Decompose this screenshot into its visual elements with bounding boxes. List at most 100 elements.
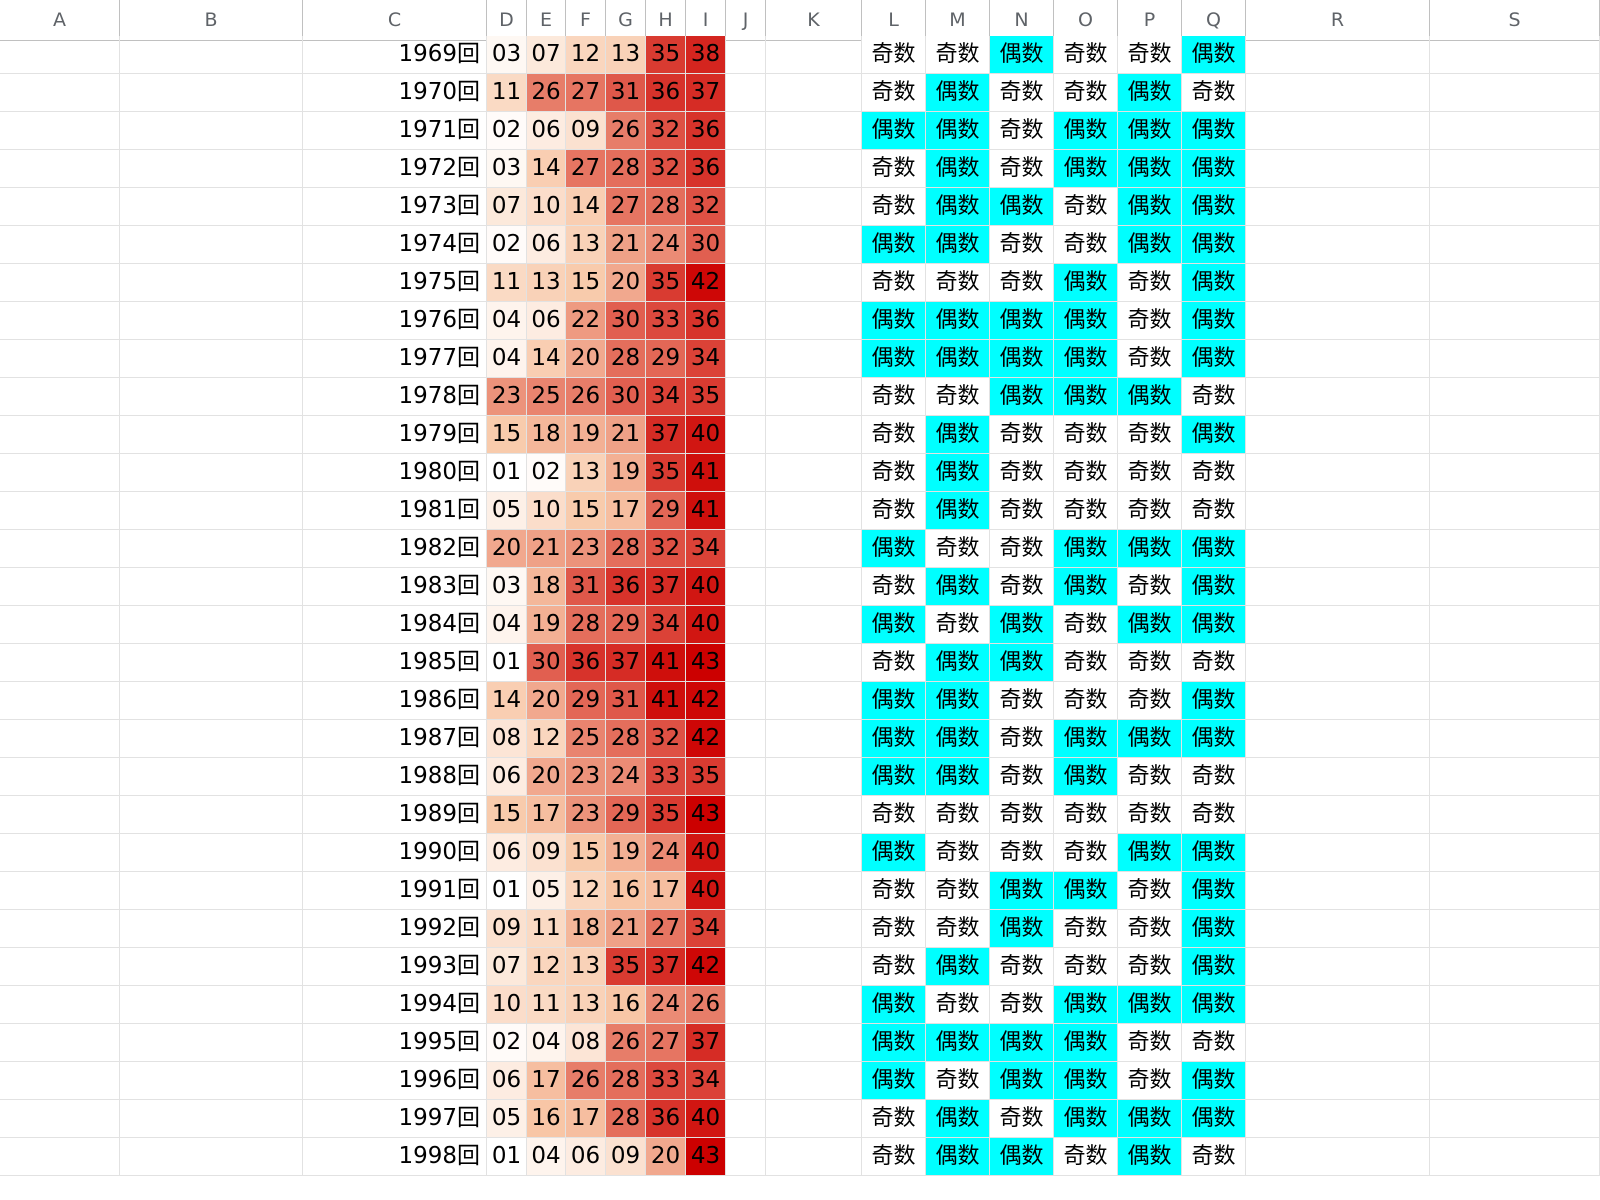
parity-cell-even[interactable]: 偶数 bbox=[1118, 720, 1182, 758]
cell-empty[interactable] bbox=[1430, 112, 1600, 150]
parity-cell-even[interactable]: 偶数 bbox=[1182, 264, 1246, 302]
parity-cell-even[interactable]: 偶数 bbox=[1182, 834, 1246, 872]
cell-empty[interactable] bbox=[766, 796, 862, 834]
cell-empty[interactable] bbox=[0, 1100, 120, 1138]
cell-empty[interactable] bbox=[1430, 796, 1600, 834]
parity-cell-odd[interactable]: 奇数 bbox=[1118, 302, 1182, 340]
number-cell[interactable]: 09 bbox=[487, 910, 527, 948]
cell-empty[interactable] bbox=[0, 872, 120, 910]
cell-empty[interactable] bbox=[1246, 74, 1430, 112]
number-cell[interactable]: 02 bbox=[487, 112, 527, 150]
parity-cell-odd[interactable]: 奇数 bbox=[862, 872, 926, 910]
number-cell[interactable]: 28 bbox=[606, 150, 646, 188]
number-cell[interactable]: 40 bbox=[686, 606, 726, 644]
cell-empty[interactable] bbox=[726, 74, 766, 112]
parity-cell-even[interactable]: 偶数 bbox=[1182, 36, 1246, 74]
round-cell[interactable]: 1981回 bbox=[303, 492, 487, 530]
cell-empty[interactable] bbox=[1430, 302, 1600, 340]
cell-empty[interactable] bbox=[1246, 1100, 1430, 1138]
cell-empty[interactable] bbox=[120, 112, 303, 150]
parity-cell-even[interactable]: 偶数 bbox=[862, 1062, 926, 1100]
parity-cell-odd[interactable]: 奇数 bbox=[990, 454, 1054, 492]
number-cell[interactable]: 34 bbox=[686, 530, 726, 568]
cell-empty[interactable] bbox=[726, 112, 766, 150]
number-cell[interactable]: 41 bbox=[646, 644, 686, 682]
column-header-s[interactable]: S bbox=[1430, 0, 1600, 41]
parity-cell-even[interactable]: 偶数 bbox=[990, 910, 1054, 948]
cell-empty[interactable] bbox=[120, 226, 303, 264]
number-cell[interactable]: 26 bbox=[606, 112, 646, 150]
cell-empty[interactable] bbox=[120, 416, 303, 454]
parity-cell-even[interactable]: 偶数 bbox=[1182, 226, 1246, 264]
parity-cell-even[interactable]: 偶数 bbox=[926, 644, 990, 682]
cell-empty[interactable] bbox=[120, 530, 303, 568]
parity-cell-even[interactable]: 偶数 bbox=[1054, 568, 1118, 606]
cell-empty[interactable] bbox=[1430, 1024, 1600, 1062]
number-cell[interactable]: 36 bbox=[686, 302, 726, 340]
parity-cell-even[interactable]: 偶数 bbox=[1054, 378, 1118, 416]
number-cell[interactable]: 29 bbox=[646, 492, 686, 530]
number-cell[interactable]: 14 bbox=[527, 340, 566, 378]
cell-empty[interactable] bbox=[1246, 530, 1430, 568]
cell-empty[interactable] bbox=[1430, 264, 1600, 302]
parity-cell-odd[interactable]: 奇数 bbox=[1118, 36, 1182, 74]
parity-cell-even[interactable]: 偶数 bbox=[990, 606, 1054, 644]
number-cell[interactable]: 16 bbox=[606, 986, 646, 1024]
number-cell[interactable]: 35 bbox=[686, 758, 726, 796]
round-cell[interactable]: 1976回 bbox=[303, 302, 487, 340]
parity-cell-even[interactable]: 偶数 bbox=[1182, 606, 1246, 644]
cell-empty[interactable] bbox=[1246, 834, 1430, 872]
parity-cell-even[interactable]: 偶数 bbox=[862, 226, 926, 264]
parity-cell-odd[interactable]: 奇数 bbox=[926, 530, 990, 568]
parity-cell-even[interactable]: 偶数 bbox=[990, 1138, 1054, 1176]
parity-cell-odd[interactable]: 奇数 bbox=[862, 416, 926, 454]
number-cell[interactable]: 27 bbox=[646, 1024, 686, 1062]
number-cell[interactable]: 18 bbox=[566, 910, 606, 948]
number-cell[interactable]: 28 bbox=[606, 340, 646, 378]
number-cell[interactable]: 34 bbox=[686, 1062, 726, 1100]
parity-cell-even[interactable]: 偶数 bbox=[1182, 986, 1246, 1024]
number-cell[interactable]: 04 bbox=[527, 1024, 566, 1062]
cell-empty[interactable] bbox=[1246, 492, 1430, 530]
number-cell[interactable]: 27 bbox=[606, 188, 646, 226]
cell-empty[interactable] bbox=[0, 834, 120, 872]
number-cell[interactable]: 20 bbox=[487, 530, 527, 568]
parity-cell-even[interactable]: 偶数 bbox=[1182, 1062, 1246, 1100]
round-cell[interactable]: 1977回 bbox=[303, 340, 487, 378]
parity-cell-even[interactable]: 偶数 bbox=[1054, 872, 1118, 910]
cell-empty[interactable] bbox=[1430, 150, 1600, 188]
parity-cell-odd[interactable]: 奇数 bbox=[1118, 1024, 1182, 1062]
parity-cell-even[interactable]: 偶数 bbox=[1182, 416, 1246, 454]
parity-cell-even[interactable]: 偶数 bbox=[926, 758, 990, 796]
parity-cell-odd[interactable]: 奇数 bbox=[990, 492, 1054, 530]
round-cell[interactable]: 1982回 bbox=[303, 530, 487, 568]
number-cell[interactable]: 36 bbox=[646, 74, 686, 112]
cell-empty[interactable] bbox=[726, 1024, 766, 1062]
cell-empty[interactable] bbox=[766, 492, 862, 530]
cell-empty[interactable] bbox=[120, 568, 303, 606]
parity-cell-even[interactable]: 偶数 bbox=[1118, 74, 1182, 112]
cell-empty[interactable] bbox=[120, 188, 303, 226]
cell-empty[interactable] bbox=[0, 416, 120, 454]
parity-cell-even[interactable]: 偶数 bbox=[926, 720, 990, 758]
parity-cell-even[interactable]: 偶数 bbox=[990, 302, 1054, 340]
round-cell[interactable]: 1970回 bbox=[303, 74, 487, 112]
cell-empty[interactable] bbox=[1430, 226, 1600, 264]
round-cell[interactable]: 1995回 bbox=[303, 1024, 487, 1062]
number-cell[interactable]: 20 bbox=[606, 264, 646, 302]
column-header-r[interactable]: R bbox=[1246, 0, 1430, 41]
number-cell[interactable]: 28 bbox=[606, 720, 646, 758]
round-cell[interactable]: 1985回 bbox=[303, 644, 487, 682]
column-header-a[interactable]: A bbox=[0, 0, 120, 41]
number-cell[interactable]: 13 bbox=[566, 986, 606, 1024]
cell-empty[interactable] bbox=[0, 340, 120, 378]
cell-empty[interactable] bbox=[120, 720, 303, 758]
cell-empty[interactable] bbox=[1246, 720, 1430, 758]
number-cell[interactable]: 30 bbox=[606, 378, 646, 416]
number-cell[interactable]: 32 bbox=[646, 150, 686, 188]
number-cell[interactable]: 33 bbox=[646, 758, 686, 796]
number-cell[interactable]: 33 bbox=[646, 1062, 686, 1100]
number-cell[interactable]: 38 bbox=[686, 36, 726, 74]
parity-cell-even[interactable]: 偶数 bbox=[1118, 226, 1182, 264]
parity-cell-odd[interactable]: 奇数 bbox=[990, 568, 1054, 606]
